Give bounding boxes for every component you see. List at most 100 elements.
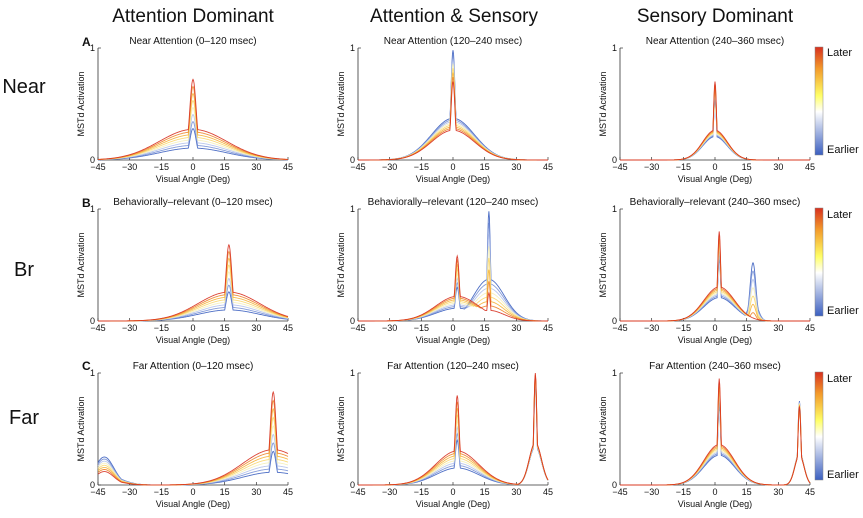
y-tick-label: 1 [350, 43, 355, 53]
series-group [620, 231, 810, 322]
x-tick-label: 0 [450, 323, 455, 333]
series-line [358, 50, 548, 161]
x-axis-label: Visual Angle (Deg) [678, 499, 752, 509]
x-axis-label: Visual Angle (Deg) [156, 174, 230, 184]
x-tick-label: 0 [450, 487, 455, 497]
x-tick-label: −30 [382, 323, 397, 333]
series-line [97, 92, 289, 160]
series-line [358, 222, 549, 322]
x-tick-label: −30 [122, 487, 137, 497]
x-axis-label: Visual Angle (Deg) [156, 499, 230, 509]
colorbar-middle: Later Earlier [814, 207, 859, 317]
x-tick-label: 30 [511, 487, 521, 497]
y-axis-label: MSTd Activation [598, 232, 608, 297]
series-group [620, 378, 811, 486]
colorbar-gradient [814, 207, 824, 317]
y-axis-label: MSTd Activation [336, 396, 346, 461]
x-axis-label: Visual Angle (Deg) [416, 499, 490, 509]
row-label: Near [2, 76, 46, 98]
series-line [358, 81, 548, 161]
y-axis-label: MSTd Activation [598, 396, 608, 461]
x-tick-label: 0 [190, 323, 195, 333]
y-axis-label: MSTd Activation [76, 71, 86, 136]
y-tick-label: 0 [612, 480, 617, 490]
chart-panel: Behaviorally–relevant (0–120 msec) −45 −30… [76, 197, 293, 345]
x-tick-label: 45 [805, 487, 815, 497]
y-tick-label: 1 [90, 43, 95, 53]
x-tick-label: −30 [382, 162, 397, 172]
series-line [358, 77, 548, 161]
series-line [97, 390, 289, 486]
panel-title: Near Attention (240–360 msec) [646, 36, 784, 47]
series-line [97, 433, 289, 486]
x-tick-label: −15 [414, 323, 429, 333]
series-line [620, 394, 811, 486]
row-label: Br [14, 259, 34, 281]
colorbar-earlier-label: Earlier [827, 144, 859, 156]
x-tick-label: 30 [773, 162, 783, 172]
series-line [358, 258, 548, 322]
series-line [98, 270, 289, 322]
y-tick-label: 1 [612, 368, 617, 378]
series-line [620, 231, 810, 322]
row-label: Far [9, 407, 39, 429]
x-tick-label: −45 [612, 162, 627, 172]
x-tick-label: −15 [154, 323, 169, 333]
series-line [97, 99, 289, 161]
chart-panel: Near Attention (240–360 msec) −45 −30 −15 0 1… [598, 36, 815, 184]
x-tick-label: 30 [773, 323, 783, 333]
series-line [97, 450, 289, 486]
series-line [358, 211, 548, 322]
series-line [97, 399, 289, 486]
x-tick-label: −30 [644, 487, 659, 497]
x-tick-label: −30 [122, 323, 137, 333]
series-line [620, 93, 810, 161]
series-line [358, 246, 548, 322]
colorbar-later-label: Later [827, 373, 852, 385]
y-axis-label: MSTd Activation [76, 232, 86, 297]
x-tick-label: −45 [612, 323, 627, 333]
x-tick-label: 15 [742, 162, 752, 172]
x-tick-label: −30 [122, 162, 137, 172]
y-tick-label: 1 [612, 43, 617, 53]
x-tick-label: 15 [220, 323, 230, 333]
chart-panel: Far Attention (240–360 msec) −45 −30 −15 0 15… [598, 361, 815, 509]
y-tick-label: 0 [612, 155, 617, 165]
column-title: Attention Dominant [112, 6, 274, 27]
series-line [620, 378, 811, 486]
chart-panels: Near Attention (0–120 msec) −45 −30 −15 0 15 3… [76, 36, 815, 509]
series-line [97, 106, 289, 161]
x-tick-label: −45 [90, 162, 105, 172]
column-title: Sensory Dominant [637, 6, 794, 27]
panel-title: Behaviorally–relevant (240–360 msec) [630, 197, 801, 208]
x-tick-label: 30 [773, 487, 783, 497]
x-tick-label: 15 [220, 487, 230, 497]
series-line [620, 235, 810, 322]
panel-letter: A [82, 35, 91, 49]
column-title: Attention & Sensory [370, 6, 538, 27]
colorbar-gradient [814, 46, 824, 156]
colorbar-later-label: Later [827, 209, 852, 221]
x-tick-label: 0 [450, 162, 455, 172]
x-tick-label: −15 [414, 162, 429, 172]
series-line [620, 401, 811, 486]
y-tick-label: 0 [90, 480, 95, 490]
panel-letter: B [82, 196, 91, 210]
panel-title: Near Attention (0–120 msec) [129, 36, 256, 47]
x-tick-label: −15 [154, 162, 169, 172]
x-tick-label: 30 [511, 162, 521, 172]
x-tick-label: −45 [90, 323, 105, 333]
x-tick-label: 0 [712, 323, 717, 333]
x-tick-label: 15 [742, 323, 752, 333]
chart-panel: Near Attention (120–240 msec) −45 −30 −15 0 1… [336, 36, 553, 184]
x-tick-label: −15 [676, 162, 691, 172]
x-axis-label: Visual Angle (Deg) [678, 174, 752, 184]
panel-title: Far Attention (120–240 msec) [387, 361, 519, 372]
series-group [358, 211, 549, 322]
x-tick-label: −30 [644, 323, 659, 333]
x-tick-label: −15 [676, 323, 691, 333]
chart-panel: Behaviorally–relevant (120–240 msec) −45 −… [336, 197, 553, 345]
series-line [620, 251, 810, 322]
x-tick-label: 45 [543, 323, 553, 333]
series-line [358, 257, 549, 322]
